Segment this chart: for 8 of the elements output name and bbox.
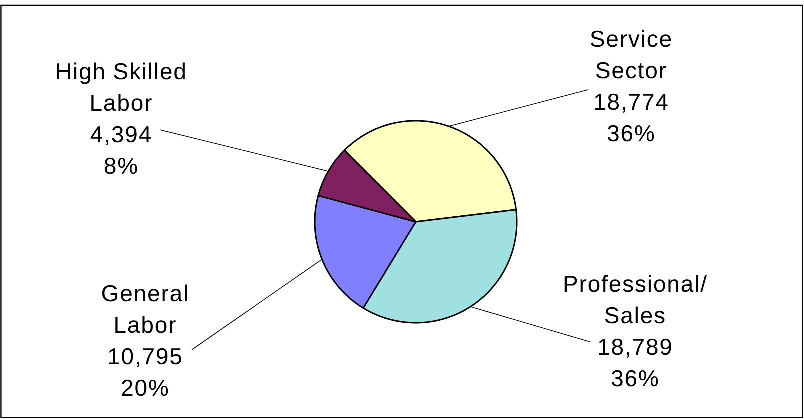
data-label: 18,789 36%	[599, 338, 672, 387]
data-label: 10,795 20%	[109, 348, 182, 396]
slice-label: High Skilled Labor	[57, 62, 185, 112]
slice-label: Professional/ Sales	[564, 275, 707, 324]
slice-label: Service Sector	[590, 30, 672, 79]
data-label: 4,394 8%	[90, 126, 151, 174]
data-label: 18,774 36%	[595, 94, 668, 142]
slice-label: General Labor	[102, 284, 188, 334]
